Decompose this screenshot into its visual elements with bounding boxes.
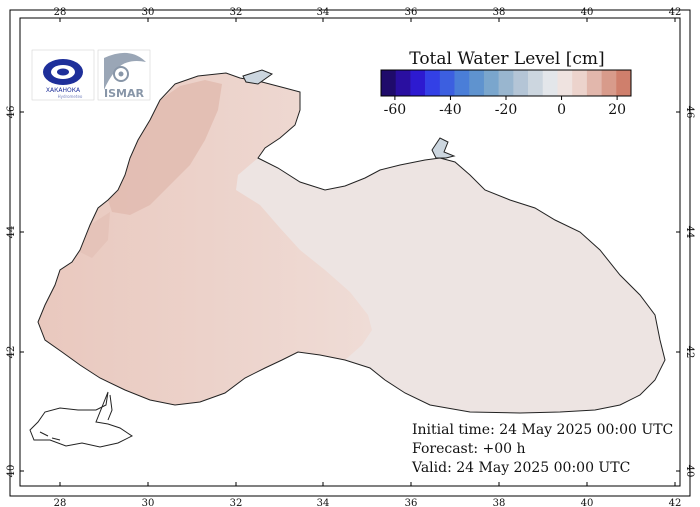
hydrometeo-logo-subcaption: Hydrometeo	[58, 94, 83, 99]
longitude-ticks-bottom: 28 30 32 34 36 38 40 42	[54, 482, 682, 507]
colorbar-swatch	[586, 70, 602, 96]
longitude-label-top: 36	[405, 7, 418, 18]
colorbar-ticks: -60 -40 -20 0 20	[384, 96, 626, 118]
latitude-label-left: 40	[6, 465, 17, 478]
colorbar-tick-label: 20	[608, 102, 626, 118]
latitude-ticks-right: 40 42 44 46	[676, 106, 695, 478]
colorbar-swatch	[528, 70, 544, 96]
colorbar-swatches	[380, 69, 632, 97]
forecast-hour-text: Forecast: +00 h	[412, 441, 526, 457]
colorbar-tick-label: -40	[439, 102, 462, 118]
latitude-label-right: 46	[684, 106, 695, 119]
longitude-label-top: 28	[54, 7, 67, 18]
hydrometeo-logo-caption: ХАКАНОКА	[46, 87, 81, 94]
longitude-label-bottom: 38	[493, 498, 506, 507]
longitude-label-bottom: 30	[142, 498, 155, 507]
colorbar-tick-label: -60	[384, 102, 407, 118]
colorbar-tick-label: -20	[495, 102, 518, 118]
latitude-label-right: 40	[684, 465, 695, 478]
latitude-ticks-left: 40 42 44 46	[6, 106, 24, 478]
colorbar-swatch	[381, 70, 397, 96]
longitude-label-bottom: 28	[54, 498, 67, 507]
longitude-label-bottom: 40	[581, 498, 594, 507]
colorbar-swatch	[469, 70, 485, 96]
colorbar-swatch	[425, 70, 441, 96]
latitude-label-left: 42	[6, 346, 17, 359]
colorbar-swatch	[616, 70, 632, 96]
ismar-logo-text: ISMAR	[104, 87, 144, 100]
colorbar-swatch	[513, 70, 529, 96]
colorbar-swatch	[572, 70, 588, 96]
colorbar-swatch	[483, 70, 499, 96]
colorbar-swatch	[439, 70, 455, 96]
longitude-label-bottom: 32	[230, 498, 243, 507]
institution-logos: ХАКАНОКА Hydrometeo ISMAR	[31, 49, 151, 101]
colorbar-swatch	[542, 70, 558, 96]
longitude-label-bottom: 36	[405, 498, 418, 507]
ismar-logo-icon	[104, 52, 146, 90]
colorbar-legend: Total Water Level [cm] -60 -40 -20 0 20	[380, 49, 632, 118]
colorbar-swatch	[395, 70, 411, 96]
colorbar-tick-label: 0	[557, 102, 566, 118]
longitude-label-top: 40	[581, 7, 594, 18]
latitude-label-left: 46	[6, 106, 17, 119]
longitude-label-bottom: 34	[317, 498, 330, 507]
latitude-label-right: 44	[684, 226, 695, 239]
latitude-label-right: 42	[684, 346, 695, 359]
longitude-label-top: 34	[317, 7, 330, 18]
colorbar-swatch	[454, 70, 470, 96]
latitude-label-left: 44	[6, 226, 17, 239]
longitude-label-top: 30	[142, 7, 155, 18]
colorbar-title: Total Water Level [cm]	[409, 49, 604, 69]
longitude-label-bottom: 42	[669, 498, 682, 507]
longitude-ticks-top: 28 30 32 34 36 38 40 42	[54, 7, 682, 22]
colorbar-swatch	[557, 70, 573, 96]
longitude-label-top: 42	[669, 7, 682, 18]
valid-time-text: Valid: 24 May 2025 00:00 UTC	[411, 460, 630, 476]
black-sea	[29, 69, 666, 448]
colorbar-swatch	[601, 70, 617, 96]
colorbar-swatch	[410, 70, 426, 96]
longitude-label-top: 38	[493, 7, 506, 18]
forecast-info: Initial time: 24 May 2025 00:00 UTC Fore…	[411, 422, 673, 476]
longitude-label-top: 32	[230, 7, 243, 18]
colorbar-swatch	[498, 70, 514, 96]
initial-time-text: Initial time: 24 May 2025 00:00 UTC	[412, 422, 673, 438]
